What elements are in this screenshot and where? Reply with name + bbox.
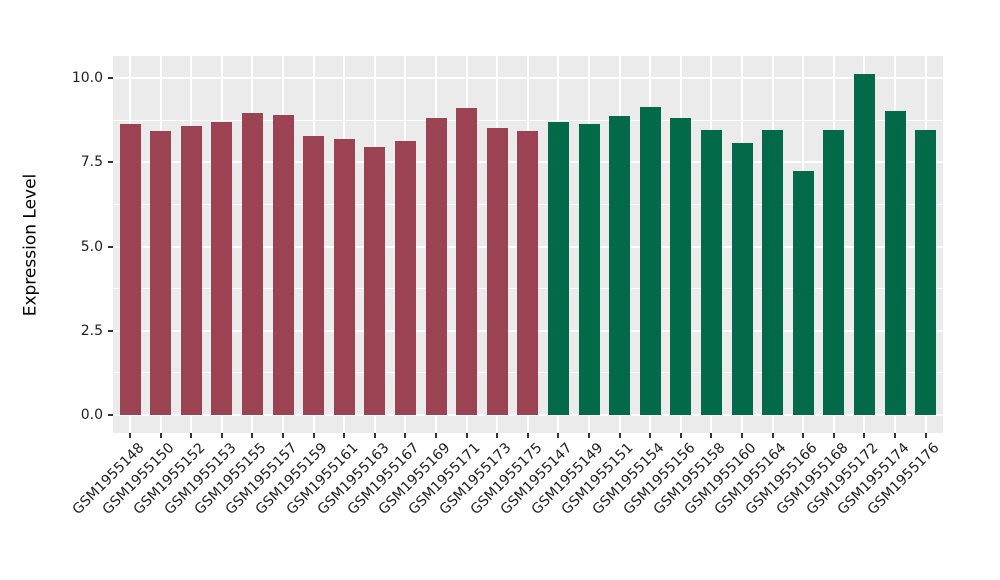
y-tick-label: 10.0 <box>71 70 103 86</box>
x-tick-mark <box>159 433 162 438</box>
h-gridline-major <box>113 414 943 416</box>
bar <box>150 130 172 415</box>
y-tick-label: 7.5 <box>80 154 103 171</box>
bar <box>456 107 478 415</box>
y-tick-label: 2.5 <box>80 322 103 339</box>
x-tick-mark <box>129 433 131 438</box>
x-tick-mark <box>251 433 254 438</box>
bar <box>792 171 814 415</box>
x-tick-mark <box>435 433 437 438</box>
bar <box>915 129 937 415</box>
bar <box>333 139 355 415</box>
bar <box>119 124 141 415</box>
x-tick-mark <box>282 433 284 438</box>
bar <box>700 129 722 415</box>
bar <box>364 146 386 415</box>
y-tick-mark <box>108 245 113 248</box>
bar <box>272 115 294 415</box>
bar <box>211 121 233 415</box>
x-tick-mark <box>404 433 407 438</box>
x-tick-mark <box>863 433 866 438</box>
bar <box>303 135 325 415</box>
x-tick-mark <box>802 433 805 438</box>
x-tick-mark <box>679 433 682 438</box>
plot-panel <box>113 56 943 433</box>
y-tick-mark <box>108 77 113 79</box>
x-tick-mark <box>496 433 499 438</box>
y-tick-label: 0.0 <box>80 407 103 423</box>
y-tick-mark <box>108 414 113 416</box>
bar <box>578 124 600 415</box>
bar <box>180 125 202 415</box>
x-tick-mark <box>465 433 468 438</box>
bar <box>517 130 539 415</box>
x-tick-mark <box>220 433 223 438</box>
x-tick-mark <box>649 433 652 438</box>
bar <box>394 141 416 415</box>
y-axis-title: Expression Level <box>20 173 40 316</box>
x-tick-mark <box>771 433 774 438</box>
y-tick-label: 5.0 <box>80 238 103 255</box>
x-tick-mark <box>710 433 713 438</box>
x-tick-mark <box>924 433 927 438</box>
bar <box>823 129 845 415</box>
x-tick-mark <box>832 433 835 438</box>
x-tick-mark <box>741 433 743 438</box>
bar <box>884 110 906 415</box>
bar <box>547 122 569 415</box>
y-tick-mark <box>108 161 113 164</box>
x-tick-mark <box>373 433 376 438</box>
bar <box>425 118 447 415</box>
x-tick-mark <box>312 433 315 438</box>
bar <box>609 115 631 415</box>
y-tick-mark <box>108 329 113 332</box>
h-gridline-minor <box>113 119 943 121</box>
x-tick-mark <box>343 433 346 438</box>
bar <box>241 112 263 415</box>
x-tick-mark <box>190 433 193 438</box>
x-tick-mark <box>588 433 590 438</box>
h-gridline-major <box>113 77 943 79</box>
bar <box>731 142 753 415</box>
x-tick-mark <box>557 433 560 438</box>
x-tick-mark <box>618 433 621 438</box>
bar <box>670 117 692 415</box>
bar <box>639 106 661 415</box>
bar <box>853 73 875 415</box>
bar <box>762 129 784 415</box>
x-tick-mark <box>526 433 529 438</box>
x-tick-mark <box>894 433 896 438</box>
bar <box>486 127 508 415</box>
